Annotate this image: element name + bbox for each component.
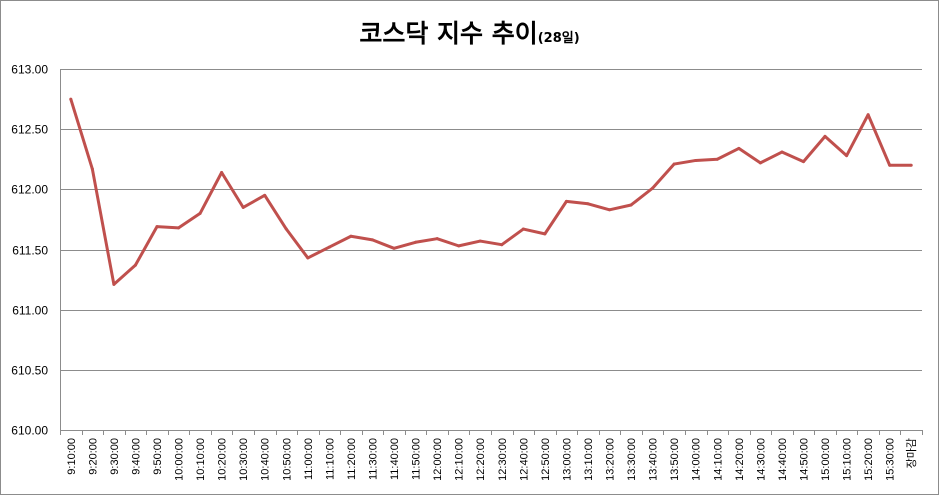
y-tick-label: 610.00	[11, 424, 48, 438]
data-point	[651, 186, 655, 190]
data-point	[564, 199, 568, 203]
x-tick-label: 14:30:00	[755, 438, 767, 481]
x-tick-label: 9:20:00	[87, 438, 99, 475]
data-point	[737, 146, 741, 150]
data-point	[801, 160, 805, 164]
data-point	[263, 193, 267, 197]
data-point	[845, 154, 849, 158]
data-point	[608, 208, 612, 212]
data-point	[241, 205, 245, 209]
data-point	[112, 282, 116, 286]
series-line	[69, 98, 912, 286]
chart-title: 코스닥 지수 추이(28일)	[0, 14, 939, 50]
data-point	[500, 243, 504, 247]
y-tick-label: 613.00	[11, 63, 48, 77]
data-point	[327, 245, 331, 249]
x-tick-label: 14:10:00	[712, 438, 724, 481]
x-tick-label: 9:10:00	[66, 438, 78, 475]
data-point	[392, 246, 396, 250]
x-tick-label: 장마감	[905, 438, 918, 468]
gridlines	[60, 69, 922, 431]
x-tick-label: 11:00:00	[303, 438, 315, 480]
x-tick-label: 9:30:00	[109, 438, 121, 475]
x-tick-label: 12:50:00	[540, 438, 552, 481]
x-tick-label: 15:10:00	[842, 438, 854, 481]
y-tick-labels: 613.00 612.50 612.00 611.50 611.00 610.50 610.…	[11, 63, 48, 438]
x-tick-label: 10:00:00	[174, 438, 186, 481]
x-tick-label: 11:20:00	[346, 438, 358, 480]
x-tick-label: 11:40:00	[389, 438, 401, 480]
data-point	[866, 113, 870, 117]
x-tick-label: 10:10:00	[195, 438, 207, 481]
x-tick-label: 9:50:00	[152, 438, 164, 475]
x-tick-label: 14:20:00	[734, 438, 746, 481]
x-tick-label: 11:30:00	[367, 438, 379, 480]
data-point	[543, 232, 547, 236]
chart-title-main: 코스닥 지수 추이	[359, 19, 538, 48]
data-point	[370, 238, 374, 242]
x-tick-label: 10:30:00	[238, 438, 250, 481]
x-tick-label: 13:20:00	[605, 438, 617, 481]
data-point	[672, 162, 676, 166]
data-point	[909, 163, 913, 167]
y-tick-label: 611.50	[12, 244, 48, 258]
data-point	[780, 150, 784, 154]
data-point	[694, 158, 698, 162]
data-point	[133, 263, 137, 267]
x-tick-label: 12:10:00	[454, 438, 466, 481]
x-tick-label: 13:40:00	[648, 438, 660, 481]
x-tick-label: 13:50:00	[669, 438, 681, 481]
data-point	[521, 227, 525, 231]
x-tick-label: 9:40:00	[130, 438, 142, 475]
x-tick-label: 12:20:00	[475, 438, 487, 481]
x-tick-label: 13:30:00	[626, 438, 638, 481]
data-point	[758, 161, 762, 165]
data-point	[715, 157, 719, 161]
x-tick-label: 15:20:00	[863, 438, 875, 481]
data-point	[90, 167, 94, 171]
x-tick-label: 11:50:00	[411, 438, 423, 480]
x-tick-label: 13:00:00	[561, 438, 573, 481]
data-point	[629, 203, 633, 207]
series-group	[69, 97, 913, 286]
data-point	[198, 211, 202, 215]
x-tick-label: 10:40:00	[260, 438, 272, 481]
data-point	[177, 226, 181, 230]
x-tick-label: 10:50:00	[281, 438, 293, 481]
data-point	[457, 244, 461, 248]
data-point	[435, 237, 439, 241]
data-point	[586, 202, 590, 206]
y-tick-label: 612.00	[11, 183, 48, 197]
data-point	[155, 225, 159, 229]
x-tick-labels: 9:10:00 9:20:00 9:30:00 9:40:00 9:50:00 10:00…	[66, 438, 918, 481]
x-tick-label: 12:00:00	[432, 438, 444, 481]
x-tick-label: 15:30:00	[885, 438, 897, 481]
chart-title-sub: (28일)	[537, 31, 580, 46]
x-tick-label: 11:10:00	[324, 438, 336, 480]
axes	[60, 69, 923, 435]
x-tick-label: 14:00:00	[691, 438, 703, 481]
y-tick-label: 611.00	[12, 304, 48, 318]
x-tick-label: 12:40:00	[518, 438, 530, 481]
x-tick-label: 15:00:00	[820, 438, 832, 481]
data-point	[888, 163, 892, 167]
y-tick-label: 610.50	[11, 364, 48, 378]
data-point	[478, 239, 482, 243]
data-point	[220, 170, 224, 174]
x-tick-label: 14:50:00	[798, 438, 810, 481]
x-tick-label: 13:10:00	[583, 438, 595, 481]
x-tick-label: 14:40:00	[777, 438, 789, 481]
y-tick-label: 612.50	[11, 123, 48, 137]
data-point	[823, 134, 827, 138]
data-point	[306, 256, 310, 260]
x-tick-label: 12:30:00	[497, 438, 509, 481]
data-point	[414, 240, 418, 244]
x-tick-label: 10:20:00	[217, 438, 229, 481]
data-point	[349, 234, 353, 238]
data-point	[284, 227, 288, 231]
data-point	[69, 97, 73, 101]
